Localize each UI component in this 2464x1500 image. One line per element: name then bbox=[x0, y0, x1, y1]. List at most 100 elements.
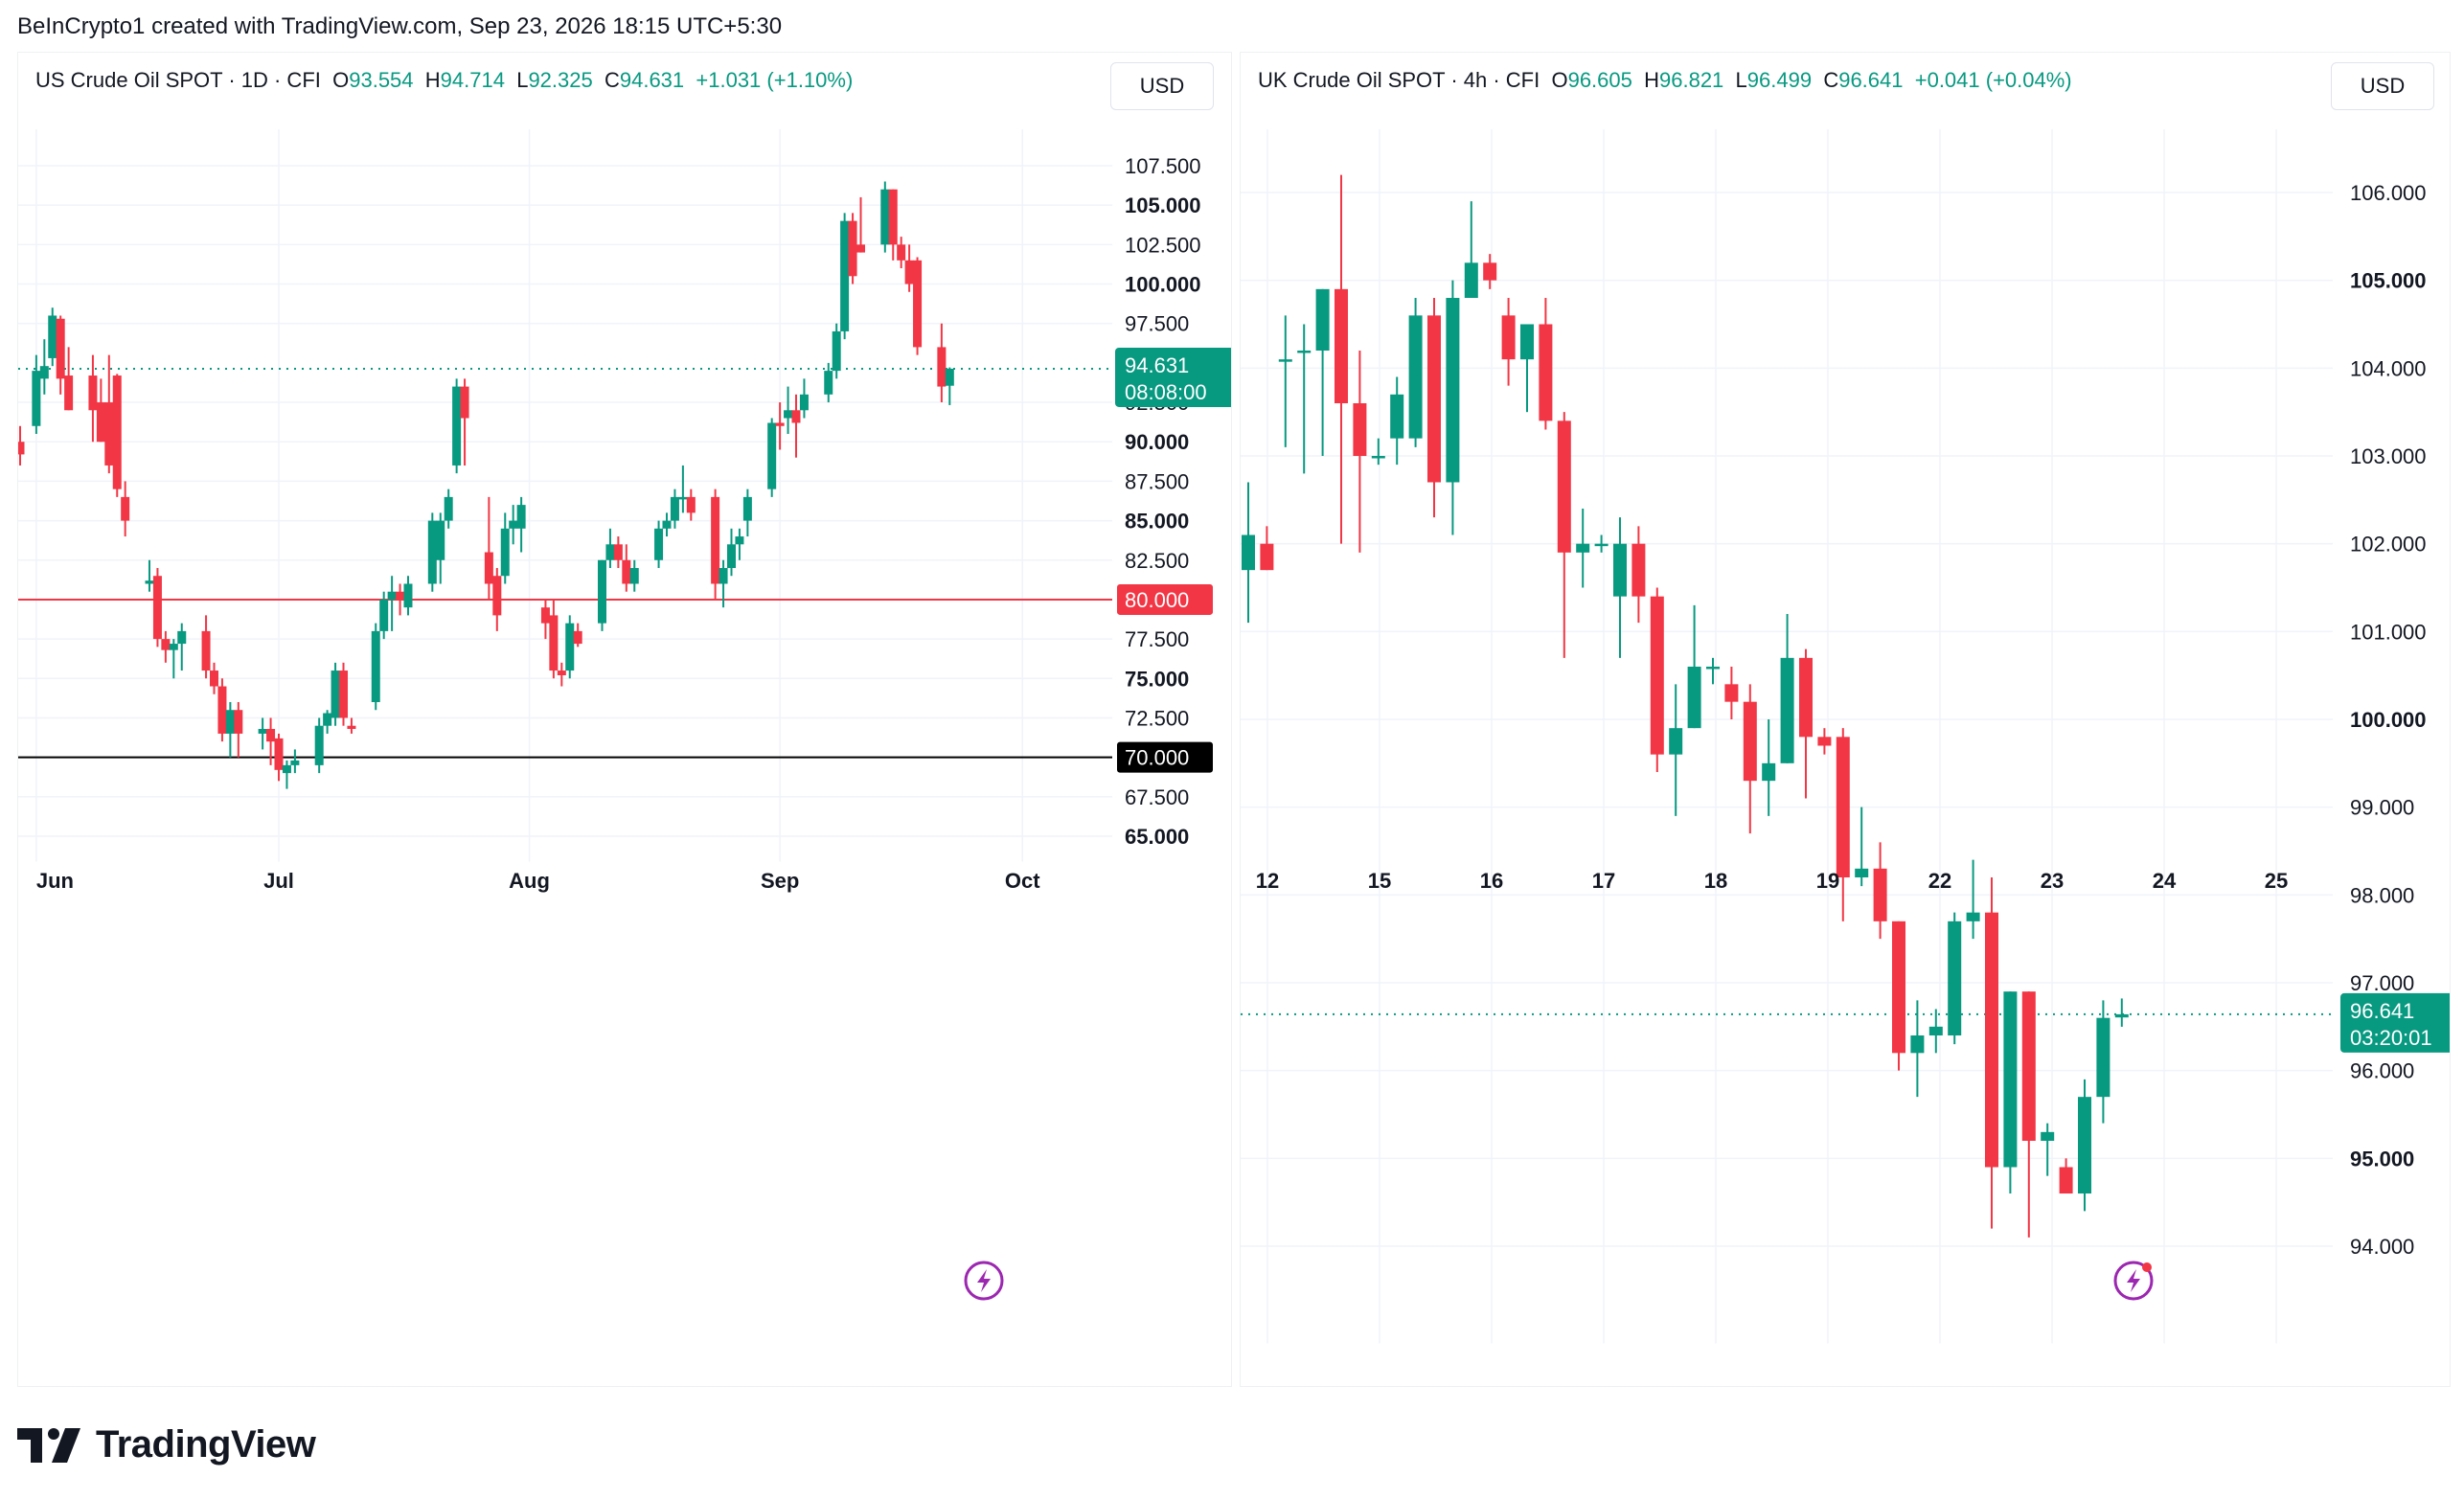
candle-body bbox=[629, 568, 639, 584]
level-badge-text: 80.000 bbox=[1125, 588, 1189, 612]
candle-body bbox=[492, 576, 502, 616]
candle-body bbox=[719, 568, 728, 584]
candle-body bbox=[371, 630, 380, 702]
candle-body bbox=[711, 496, 720, 584]
last-price-badge bbox=[1115, 347, 1231, 407]
candle-body bbox=[557, 670, 566, 675]
candle-body bbox=[1985, 912, 1998, 1168]
currency-button[interactable]: USD bbox=[1110, 62, 1214, 110]
level-badge-text: 70.000 bbox=[1125, 746, 1189, 770]
tradingview-logo[interactable]: TradingView bbox=[17, 1423, 316, 1466]
symbol-title[interactable]: UK Crude Oil SPOT · 4h · CFI bbox=[1258, 68, 1540, 92]
candle-body bbox=[1539, 324, 1553, 421]
low-value: 92.325 bbox=[528, 68, 593, 92]
candle-body bbox=[654, 528, 664, 560]
candle-body bbox=[605, 544, 615, 560]
candle-body bbox=[2003, 991, 2018, 1168]
us-crude-legend: US Crude Oil SPOT · 1D · CFI O93.554 H94… bbox=[35, 68, 854, 92]
candle-body bbox=[1390, 394, 1404, 439]
candle-body bbox=[1799, 657, 1813, 738]
candle-body bbox=[540, 607, 550, 624]
candle-body bbox=[282, 764, 291, 774]
candle-body bbox=[832, 330, 841, 372]
candle-body bbox=[88, 375, 98, 411]
candle-body bbox=[775, 422, 785, 426]
candle-body bbox=[201, 630, 211, 671]
candle-body bbox=[1743, 701, 1757, 782]
candle-body bbox=[848, 220, 857, 277]
candle-body bbox=[573, 630, 582, 645]
candle-body bbox=[1483, 262, 1497, 281]
candle-body bbox=[104, 402, 114, 466]
y-tick-label: 102.000 bbox=[2350, 533, 2427, 557]
candle-body bbox=[1948, 920, 1962, 1035]
y-tick-label: 94.000 bbox=[2350, 1235, 2414, 1259]
notification-dot bbox=[2142, 1262, 2152, 1272]
candle-body bbox=[509, 520, 518, 529]
candle-body bbox=[1873, 868, 1887, 921]
close-value: 94.631 bbox=[619, 68, 685, 92]
candle-body bbox=[1260, 543, 1274, 571]
candle-body bbox=[403, 583, 413, 608]
countdown-text: 03:20:01 bbox=[2350, 1026, 2432, 1050]
candle-body bbox=[1576, 543, 1590, 553]
x-tick-label: Jun bbox=[36, 869, 74, 893]
us-crude-chart-svg[interactable]: 107.500105.000102.500100.00097.50092.500… bbox=[18, 53, 1231, 1386]
candle-body bbox=[484, 552, 493, 584]
y-tick-label: 101.000 bbox=[2350, 620, 2427, 644]
y-tick-label: 82.500 bbox=[1125, 549, 1189, 573]
us-crude-chart-panel[interactable]: 107.500105.000102.500100.00097.50092.500… bbox=[17, 52, 1232, 1387]
candle-body bbox=[1928, 1026, 1943, 1035]
candle-body bbox=[161, 639, 171, 650]
x-tick-label: Oct bbox=[1005, 869, 1040, 893]
symbol-title[interactable]: US Crude Oil SPOT · 1D · CFI bbox=[35, 68, 321, 92]
y-tick-label: 100.000 bbox=[1125, 273, 1201, 297]
y-tick-label: 75.000 bbox=[1125, 667, 1189, 691]
candle-body bbox=[2078, 1097, 2091, 1193]
candle-body bbox=[1557, 420, 1571, 553]
candle-body bbox=[1297, 351, 1312, 353]
y-tick-label: 105.000 bbox=[2350, 269, 2427, 293]
candle-body bbox=[323, 713, 332, 726]
candle-body bbox=[347, 725, 356, 729]
candle-body bbox=[1501, 315, 1516, 360]
candle-body bbox=[549, 615, 559, 671]
chart-credit: BeInCrypto1 created with TradingView.com… bbox=[17, 13, 783, 39]
candle-body bbox=[500, 528, 510, 577]
candle-body bbox=[735, 536, 744, 545]
tradingview-wordmark: TradingView bbox=[96, 1423, 316, 1466]
candle-body bbox=[1371, 456, 1385, 459]
candle-body bbox=[888, 189, 898, 245]
y-tick-label: 67.500 bbox=[1125, 785, 1189, 809]
x-tick-label: Sep bbox=[761, 869, 799, 893]
candle-body bbox=[1855, 868, 1869, 877]
candle-body bbox=[784, 410, 793, 419]
candle-body bbox=[339, 670, 348, 718]
candle-body bbox=[824, 371, 833, 395]
candle-body bbox=[2096, 1017, 2110, 1098]
candle-body bbox=[1464, 262, 1478, 298]
x-tick-label: 25 bbox=[2265, 869, 2288, 893]
y-tick-label: 106.000 bbox=[2350, 181, 2427, 205]
uk-crude-chart-svg[interactable]: 106.000 105.000 104.000 103.000 102.000 101.0… bbox=[1241, 53, 2450, 1386]
candle-body bbox=[234, 710, 243, 734]
candle-body bbox=[937, 347, 947, 387]
candle-body bbox=[2021, 991, 2036, 1141]
change-value: +0.041 (+0.04%) bbox=[1914, 68, 2072, 92]
candle-body bbox=[2059, 1167, 2073, 1193]
candle-body bbox=[2114, 1013, 2129, 1018]
y-tick-label: 104.000 bbox=[2350, 356, 2427, 380]
change-value: +1.031 (+1.10%) bbox=[696, 68, 854, 92]
uk-crude-chart-panel[interactable]: 106.000 105.000 104.000 103.000 102.000 101.0… bbox=[1240, 52, 2451, 1387]
candle-body bbox=[217, 686, 227, 734]
currency-button[interactable]: USD bbox=[2331, 62, 2434, 110]
candle-body bbox=[152, 576, 162, 640]
candle-body bbox=[64, 375, 74, 411]
candle-body bbox=[314, 725, 324, 765]
candle-body bbox=[1594, 543, 1608, 547]
candle-body bbox=[662, 520, 672, 529]
candle-body bbox=[1613, 543, 1627, 597]
candle-body bbox=[840, 220, 850, 331]
y-tick-label: 77.500 bbox=[1125, 627, 1189, 651]
y-tick-label: 95.000 bbox=[2350, 1147, 2414, 1170]
